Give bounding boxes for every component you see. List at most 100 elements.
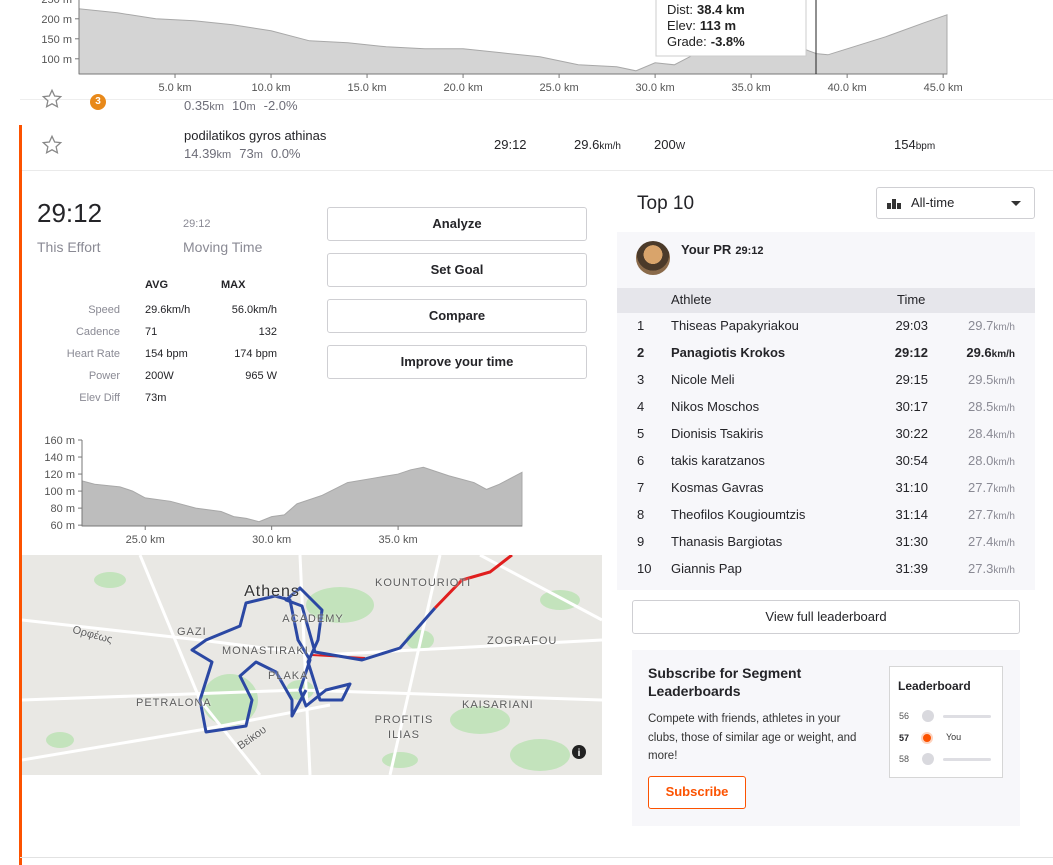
speed: 29.7km/h bbox=[615, 317, 1015, 337]
unit: km/h bbox=[993, 457, 1015, 468]
stat-label: Power bbox=[88, 370, 120, 382]
action-button[interactable]: Compare bbox=[327, 299, 587, 333]
segment-stats: 14.39km 73m 0.0% bbox=[184, 145, 301, 164]
rank: 5 bbox=[637, 426, 645, 441]
athlete-name[interactable]: Thiseas Papakyriakou bbox=[671, 318, 799, 333]
card-bar bbox=[943, 715, 991, 718]
speed: 28.5 bbox=[968, 399, 994, 414]
athlete-name[interactable]: Kosmas Gavras bbox=[671, 480, 764, 495]
route bbox=[190, 586, 437, 734]
stat-avg: 154 bpm bbox=[145, 348, 188, 360]
activity-elevation-chart: 100 m 150 m 200 m 250 m 5.0 km 10.0 km 15.0 km… bbox=[0, 0, 1053, 100]
segment-speed: 29.6km/h bbox=[574, 136, 621, 156]
map-label: ZOGRAFOU bbox=[487, 635, 558, 647]
segment-elevation-chart: 60 m 80 m 100 m 120 m 140 m 160 m 25.0 km 30.0 … bbox=[44, 435, 523, 546]
your-pr: Your PR 29:12 bbox=[681, 241, 763, 260]
stat-max: 132 bbox=[258, 326, 277, 338]
athlete-name[interactable]: Thanasis Bargiotas bbox=[671, 534, 783, 549]
tooltip-label: Elev: bbox=[667, 18, 696, 33]
speed: 29.5 bbox=[968, 372, 994, 387]
card-rank: 58 bbox=[899, 754, 910, 764]
x-tick-label: 10.0 km bbox=[251, 82, 290, 94]
speed: 27.3 bbox=[968, 561, 994, 576]
athlete-name[interactable]: Panagiotis Krokos bbox=[671, 345, 786, 360]
rank: 2 bbox=[637, 345, 645, 360]
effort-time: 31:30 bbox=[895, 534, 928, 549]
action-button[interactable]: Improve your time bbox=[327, 345, 587, 379]
view-leaderboard-button[interactable]: View full leaderboard bbox=[632, 600, 1020, 634]
moving-time: 29:12 bbox=[183, 218, 211, 230]
stat-avg: 200W bbox=[145, 370, 174, 382]
subscribe-text: Compete with friends, athletes in your c… bbox=[648, 713, 857, 762]
athlete-name[interactable]: Dionisis Tsakiris bbox=[671, 426, 764, 441]
speed: 27.3km/h bbox=[615, 560, 1015, 580]
favorite-star[interactable] bbox=[41, 134, 63, 156]
x-tick-label: 45.0 km bbox=[924, 82, 963, 94]
distance: 14.39 bbox=[184, 146, 217, 161]
stat-avg: 29.6km/h bbox=[145, 304, 191, 316]
unit: km/h bbox=[993, 322, 1015, 333]
subscribe-button[interactable]: Subscribe bbox=[648, 776, 746, 809]
avatar bbox=[636, 241, 670, 275]
athlete-name[interactable]: Theofilos Kougioumtzis bbox=[671, 507, 806, 522]
map-label: GAZI bbox=[177, 626, 207, 638]
unit: km/h bbox=[993, 565, 1015, 576]
x-tick-label: 25.0 km bbox=[126, 534, 165, 546]
unit: km/h bbox=[993, 538, 1015, 549]
y-tick-label: 120 m bbox=[44, 469, 75, 481]
effort-time: 29:03 bbox=[895, 318, 928, 333]
timeframe-dropdown[interactable]: All-time bbox=[876, 187, 1035, 219]
y-tick-label: 80 m bbox=[51, 503, 75, 515]
athlete-name[interactable]: Giannis Pap bbox=[671, 561, 742, 576]
unit: m bbox=[246, 101, 256, 113]
map-label: KAISARIANI bbox=[462, 699, 534, 711]
rank: 9 bbox=[637, 534, 645, 549]
action-button[interactable]: Set Goal bbox=[327, 253, 587, 287]
athlete-name[interactable]: Nikos Moschos bbox=[671, 399, 760, 414]
map-info-icon[interactable] bbox=[572, 745, 586, 759]
map-label: PLAKA bbox=[268, 670, 309, 682]
y-tick-label: 160 m bbox=[44, 435, 75, 447]
speed: 28.5km/h bbox=[615, 398, 1015, 418]
athlete-name[interactable]: Nicole Meli bbox=[671, 372, 735, 387]
card-dot bbox=[922, 753, 934, 765]
card-title: Leaderboard bbox=[898, 679, 971, 693]
stat-avg: 71 bbox=[145, 326, 158, 338]
column-header: Time bbox=[897, 292, 926, 307]
effort-time: 31:39 bbox=[895, 561, 928, 576]
y-tick-label: 100 m bbox=[41, 54, 72, 66]
effort-time: 31:14 bbox=[895, 507, 928, 522]
rank: 6 bbox=[637, 453, 645, 468]
effort-time: 30:54 bbox=[895, 453, 928, 468]
x-tick-label: 30.0 km bbox=[636, 82, 675, 94]
speed: 28.0 bbox=[968, 453, 994, 468]
segment-heart-rate: 154bpm bbox=[894, 136, 935, 156]
x-tick-label: 25.0 km bbox=[540, 82, 579, 94]
grade: -2.0% bbox=[263, 98, 298, 113]
timeframe-value[interactable]: All-time bbox=[911, 195, 955, 210]
speed: 29.5km/h bbox=[615, 371, 1015, 391]
map-label: ACADEMY bbox=[282, 613, 344, 625]
tooltip-box bbox=[655, 0, 807, 57]
segment-name[interactable]: podilatikos gyros athinas bbox=[184, 128, 327, 143]
speed: 27.7 bbox=[968, 507, 994, 522]
grade: 0.0% bbox=[270, 146, 301, 161]
distance: 0.35 bbox=[184, 98, 210, 113]
unit: km/h bbox=[993, 484, 1015, 495]
column-header: Athlete bbox=[671, 292, 712, 307]
unit: km bbox=[209, 101, 224, 113]
x-tick-label: 35.0 km bbox=[379, 534, 418, 546]
svg-text:i: i bbox=[578, 748, 581, 759]
page-bottom-line bbox=[20, 857, 1053, 858]
action-button[interactable]: Analyze bbox=[327, 207, 587, 241]
x-tick-label: 30.0 km bbox=[252, 534, 291, 546]
elevation: 73 bbox=[239, 146, 254, 161]
y-tick-label: 60 m bbox=[51, 520, 75, 532]
tooltip-line: Elev: 113 m bbox=[667, 18, 736, 33]
effort-time: 29:12 bbox=[894, 345, 928, 360]
unit: km/h bbox=[993, 376, 1015, 387]
athlete-name[interactable]: takis karatzanos bbox=[671, 453, 765, 468]
favorite-star[interactable] bbox=[41, 88, 63, 110]
heart-rate: 154 bbox=[894, 137, 916, 152]
